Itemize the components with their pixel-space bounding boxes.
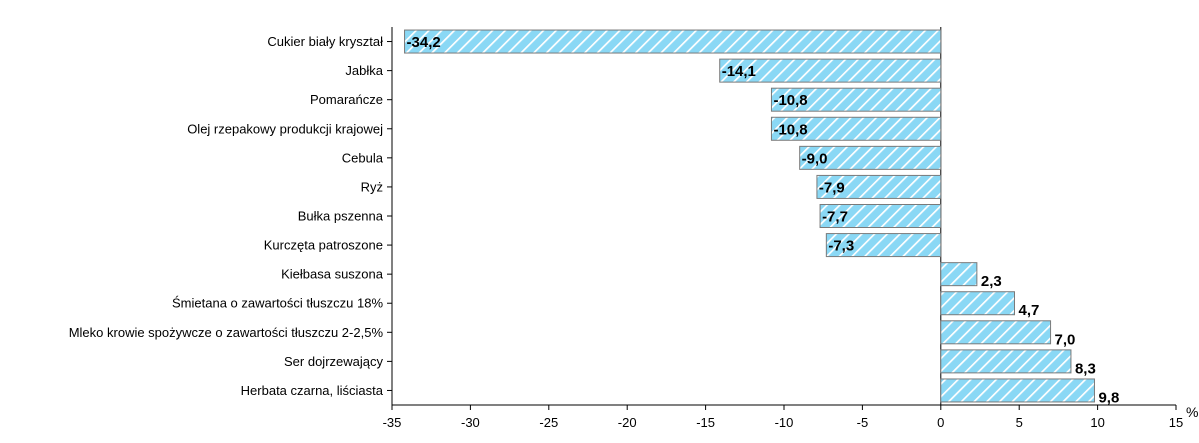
data-label: -14,1 bbox=[722, 63, 756, 80]
x-tick-label: -15 bbox=[696, 415, 715, 430]
category-label: Bułka pszenna bbox=[298, 209, 384, 224]
bar bbox=[940, 262, 978, 287]
category-label: Śmietana o zawartości tłuszczu 18% bbox=[172, 296, 383, 311]
bar bbox=[770, 116, 942, 141]
category-label: Mleko krowie spożywcze o zawartości tłus… bbox=[69, 325, 384, 340]
bar bbox=[940, 320, 1052, 345]
x-tick-label: 0 bbox=[937, 415, 944, 430]
category-label: Herbata czarna, liściasta bbox=[241, 383, 384, 398]
x-tick-label: -20 bbox=[618, 415, 637, 430]
data-label: -9,0 bbox=[802, 150, 828, 167]
data-label: 2,3 bbox=[981, 273, 1002, 290]
data-label: -10,8 bbox=[773, 121, 807, 138]
x-tick-label: 15 bbox=[1169, 415, 1183, 430]
data-label: 8,3 bbox=[1075, 360, 1096, 377]
category-label: Jabłka bbox=[345, 63, 383, 78]
bar bbox=[825, 233, 942, 258]
x-tick-label: 10 bbox=[1090, 415, 1104, 430]
bar bbox=[770, 87, 942, 112]
category-label: Ser dojrzewający bbox=[284, 354, 383, 369]
bar bbox=[819, 204, 942, 228]
bar bbox=[940, 291, 1015, 316]
data-label: -7,3 bbox=[828, 238, 854, 255]
category-label: Pomarańcze bbox=[310, 92, 383, 107]
category-label: Olej rzepakowy produkcji krajowej bbox=[187, 121, 383, 136]
x-tick-label: -25 bbox=[539, 415, 558, 430]
plot-area: Cukier biały kryształ -34,2 Jabłka -14,1 Pom… bbox=[69, 27, 1183, 430]
data-label: -7,7 bbox=[822, 209, 848, 226]
category-label: Kurczęta patroszone bbox=[264, 238, 383, 253]
x-tick-label: 5 bbox=[1016, 415, 1023, 430]
category-label: Cukier biały kryształ bbox=[267, 34, 383, 49]
data-label: 7,0 bbox=[1055, 331, 1076, 348]
bar bbox=[719, 58, 942, 83]
axis-unit-label: % bbox=[1186, 404, 1198, 420]
bar bbox=[940, 378, 1095, 403]
bar bbox=[940, 349, 1072, 374]
x-tick-label: -5 bbox=[857, 415, 869, 430]
bar bbox=[799, 145, 942, 170]
category-label: Kiełbasa suszona bbox=[281, 267, 384, 282]
x-tick-label: -10 bbox=[775, 415, 794, 430]
data-label: -34,2 bbox=[407, 34, 441, 51]
data-label: 4,7 bbox=[1018, 302, 1039, 319]
x-tick-label: -30 bbox=[461, 415, 480, 430]
bar bbox=[404, 29, 942, 54]
category-label: Ryż bbox=[361, 179, 383, 194]
category-label: Cebula bbox=[342, 150, 384, 165]
bar bbox=[816, 174, 942, 199]
data-label: 9,8 bbox=[1098, 389, 1119, 406]
data-label: -7,9 bbox=[819, 179, 845, 196]
data-label: -10,8 bbox=[773, 92, 807, 109]
x-tick-label: -35 bbox=[383, 415, 402, 430]
